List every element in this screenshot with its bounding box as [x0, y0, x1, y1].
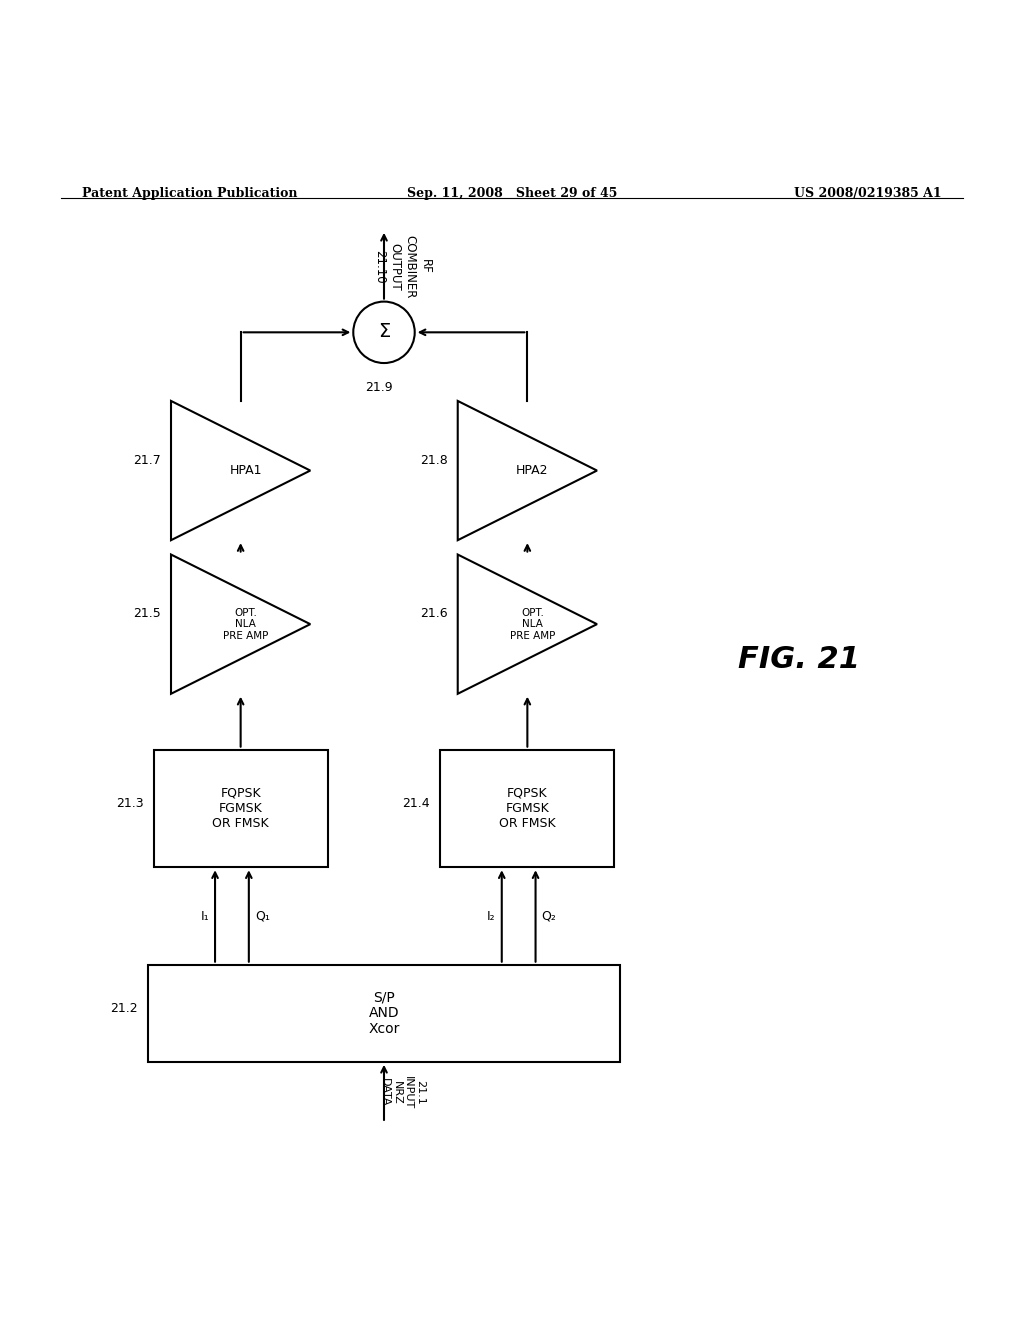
Text: OPT.
NLA
PRE AMP: OPT. NLA PRE AMP [223, 607, 268, 640]
Text: HPA2: HPA2 [516, 465, 549, 477]
Text: FQPSK
FGMSK
OR FMSK: FQPSK FGMSK OR FMSK [499, 787, 556, 830]
Text: $\Sigma$: $\Sigma$ [378, 323, 390, 342]
Text: OPT.
NLA
PRE AMP: OPT. NLA PRE AMP [510, 607, 555, 640]
Text: Patent Application Publication: Patent Application Publication [82, 187, 297, 199]
Text: FQPSK
FGMSK
OR FMSK: FQPSK FGMSK OR FMSK [212, 787, 269, 830]
Text: Sep. 11, 2008   Sheet 29 of 45: Sep. 11, 2008 Sheet 29 of 45 [407, 187, 617, 199]
Polygon shape [458, 554, 597, 694]
Circle shape [353, 301, 415, 363]
Text: FIG. 21: FIG. 21 [737, 645, 860, 675]
Text: 21.7: 21.7 [133, 454, 161, 467]
Text: S/P
AND
Xcor: S/P AND Xcor [369, 990, 399, 1036]
Text: 21.8: 21.8 [420, 454, 447, 467]
Text: Q₁: Q₁ [255, 909, 270, 923]
Text: I₁: I₁ [201, 909, 209, 923]
Polygon shape [171, 554, 310, 694]
Text: 21.6: 21.6 [420, 607, 447, 620]
Bar [148, 965, 620, 1061]
Text: HPA1: HPA1 [229, 465, 262, 477]
Text: US 2008/0219385 A1: US 2008/0219385 A1 [795, 187, 942, 199]
Text: 21.9: 21.9 [366, 381, 392, 395]
Bar [154, 750, 328, 867]
Polygon shape [171, 401, 310, 540]
Text: 21.5: 21.5 [133, 607, 161, 620]
Text: 21.4: 21.4 [402, 797, 430, 810]
Bar [440, 750, 614, 867]
Text: I₂: I₂ [487, 909, 496, 923]
Text: 21.1
INPUT
NRZ
DATA: 21.1 INPUT NRZ DATA [380, 1076, 425, 1109]
Text: 21.3: 21.3 [116, 797, 143, 810]
Text: RF
COMBINER
OUTPUT
21.10: RF COMBINER OUTPUT 21.10 [374, 235, 431, 298]
Text: Q₂: Q₂ [542, 909, 557, 923]
Text: 21.2: 21.2 [111, 1002, 138, 1015]
Polygon shape [458, 401, 597, 540]
